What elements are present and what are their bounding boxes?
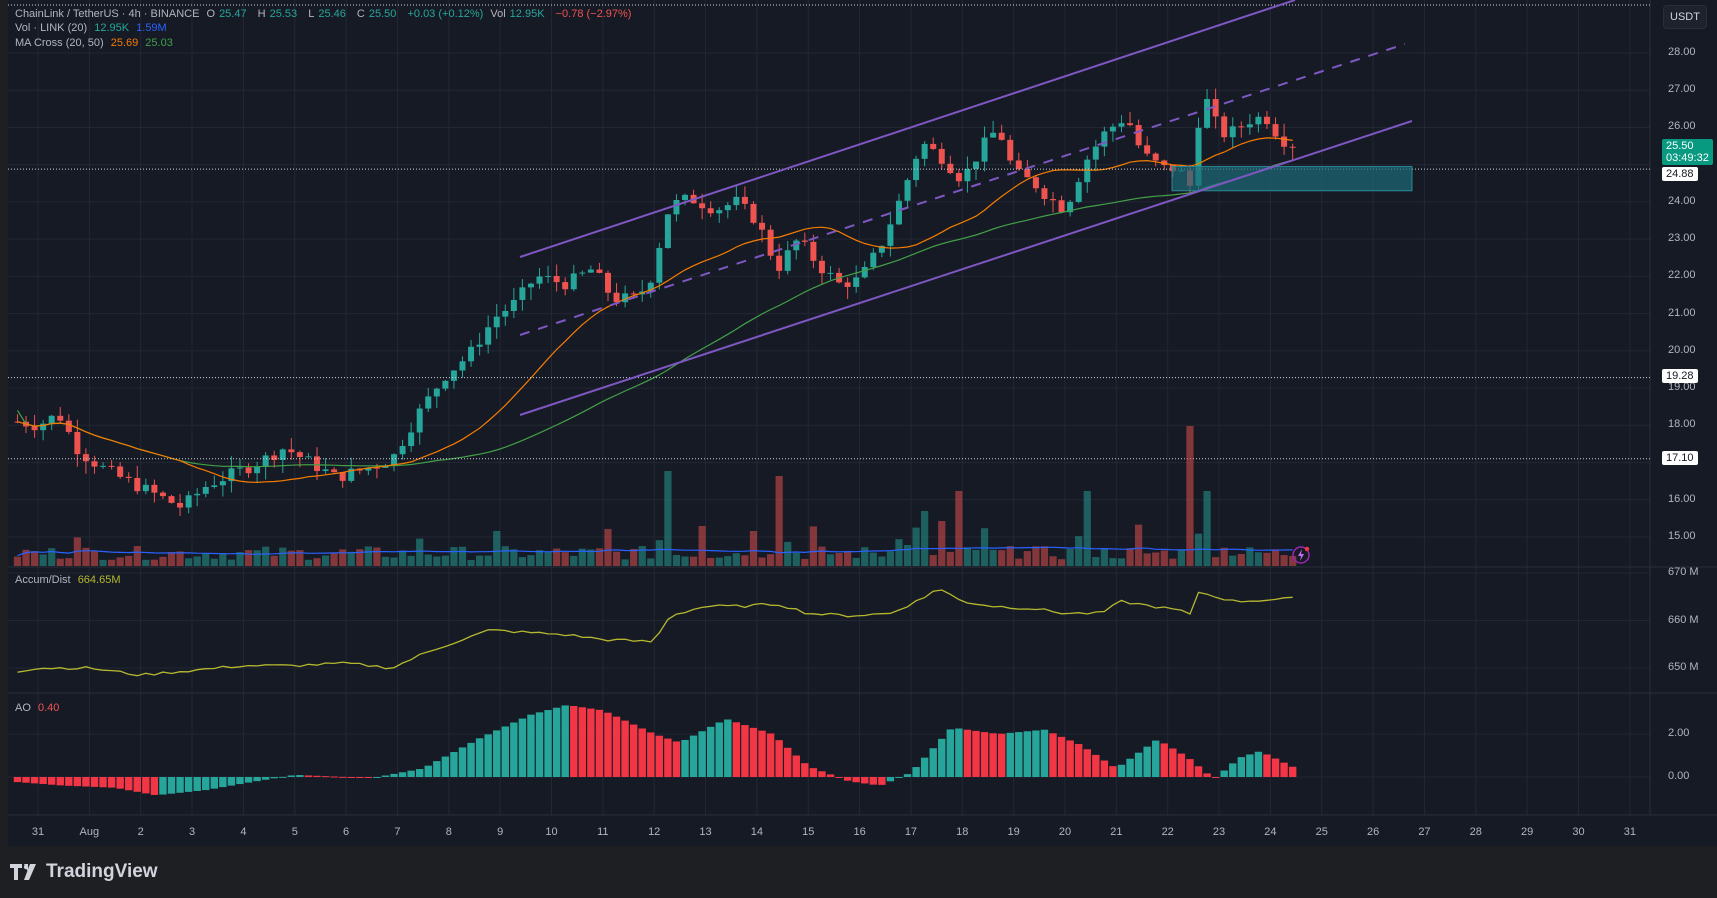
accum-dist-line — [17, 589, 1293, 677]
price-tick: 27.00 — [1668, 83, 1696, 96]
accum-tick: 650 M — [1668, 661, 1699, 673]
price-tick: 21.00 — [1668, 306, 1696, 319]
price-tick: 26.00 — [1668, 120, 1696, 133]
time-tick: 31 — [1623, 826, 1636, 838]
low-value: 25.46 — [318, 8, 346, 20]
currency-button[interactable]: USDT — [1663, 5, 1707, 29]
time-tick: 15 — [802, 826, 815, 838]
time-tick: 17 — [904, 826, 918, 838]
open-value: 25.47 — [219, 8, 247, 20]
price-tick: 20.00 — [1668, 343, 1696, 356]
accum-dist-legend[interactable]: Accum/Dist 664.65M — [15, 574, 121, 586]
time-tick: 25 — [1315, 826, 1328, 838]
candles — [14, 88, 1296, 516]
time-tick: 28 — [1469, 826, 1482, 838]
time-tick: 12 — [648, 826, 661, 838]
ao-tick: 2.00 — [1668, 727, 1690, 739]
close-value: 25.50 — [368, 8, 397, 20]
channel-upper — [519, 0, 1296, 258]
level-tag-19-28: 19.28 — [1662, 369, 1698, 383]
level-tag-24-88: 24.88 — [1662, 167, 1698, 181]
chart-frame[interactable] — [8, 0, 1717, 846]
time-tick: 16 — [853, 826, 866, 838]
channel-mid — [519, 43, 1406, 336]
footer: TradingView — [0, 846, 1717, 898]
accum-tick: 660 M — [1668, 613, 1699, 626]
price-tick: 18.00 — [1668, 418, 1696, 431]
volume-ma-line — [17, 546, 1293, 557]
time-tick: 3 — [188, 826, 196, 838]
price-tick: 23.00 — [1668, 232, 1696, 245]
time-tick: 22 — [1161, 826, 1174, 838]
volume-legend[interactable]: Vol · LINK (20) 12.95K 1.59M — [15, 22, 167, 34]
high-value: 25.53 — [269, 8, 298, 20]
time-tick: 9 — [497, 826, 504, 838]
time-tick: 14 — [750, 826, 764, 838]
time-tick: 18 — [956, 826, 969, 838]
accum-tick: 670 M — [1668, 566, 1699, 578]
alert-lightning-icon[interactable] — [1292, 546, 1310, 564]
time-tick: 29 — [1521, 826, 1534, 838]
current-price-tag: 25.50 03:49:32 — [1662, 139, 1713, 165]
volume-change: −0.78 (−2.97%) — [555, 8, 632, 20]
bar-countdown: 03:49:32 — [1666, 152, 1709, 164]
demand-zone — [1171, 166, 1413, 192]
price-tick: 19.00 — [1668, 381, 1696, 394]
tradingview-logo[interactable]: TradingView — [10, 861, 158, 883]
symbol-title: ChainLink / TetherUS · 4h · BINANCE — [15, 8, 200, 20]
time-tick: 11 — [597, 826, 609, 838]
time-tick: 2 — [137, 826, 144, 838]
time-tick: 31 — [31, 826, 45, 838]
price-tick: 15.00 — [1668, 529, 1696, 542]
chart-canvas[interactable] — [0, 0, 1717, 846]
level-tag-17-10: 17.10 — [1662, 451, 1698, 465]
volume-bars — [13, 426, 1297, 566]
time-tick: 21 — [1110, 826, 1123, 838]
ma-cross-legend[interactable]: MA Cross (20, 50) 25.69 25.03 — [15, 37, 173, 49]
ma-fast-line — [17, 137, 1293, 484]
time-tick: 6 — [343, 826, 350, 838]
price-tick: 24.00 — [1668, 194, 1696, 207]
time-tick: 19 — [1007, 826, 1020, 838]
symbol-legend: ChainLink / TetherUS · 4h · BINANCE O 25.… — [15, 8, 632, 20]
time-tick: 5 — [291, 826, 298, 838]
time-tick: 4 — [240, 826, 247, 838]
volume-value: 12.95K — [509, 8, 545, 20]
time-tick: 7 — [394, 826, 401, 838]
time-tick: 23 — [1212, 826, 1226, 838]
ma-slow-line — [16, 159, 1293, 468]
price-tick: 22.00 — [1668, 269, 1696, 282]
time-tick: Aug — [79, 826, 100, 838]
time-tick: 20 — [1058, 826, 1072, 838]
ao-histogram — [13, 705, 1297, 795]
time-tick: 24 — [1264, 826, 1277, 838]
ao-tick: 0.00 — [1668, 770, 1690, 782]
time-tick: 27 — [1418, 826, 1431, 838]
time-tick: 30 — [1572, 826, 1585, 838]
change-value: +0.03 (+0.12%) — [407, 8, 484, 20]
time-tick: 13 — [699, 826, 712, 838]
time-tick: 10 — [545, 826, 558, 838]
time-tick: 26 — [1366, 826, 1380, 838]
grid — [8, 0, 1717, 816]
tradingview-logo-icon — [10, 864, 36, 880]
price-tick: 28.00 — [1668, 46, 1696, 58]
channel-lower — [519, 120, 1413, 416]
time-tick: 8 — [445, 826, 452, 838]
price-tick: 16.00 — [1668, 492, 1696, 505]
ao-legend[interactable]: AO 0.40 — [15, 702, 60, 714]
